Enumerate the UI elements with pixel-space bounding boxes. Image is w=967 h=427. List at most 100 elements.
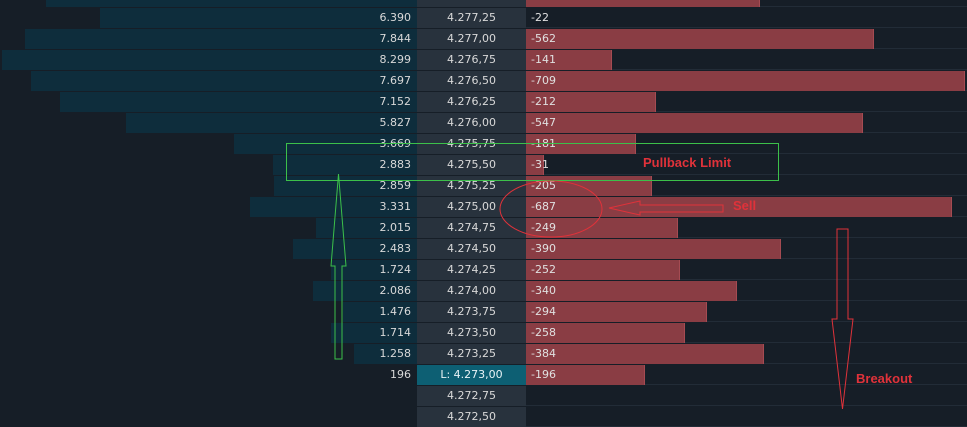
volume-cell[interactable]: 1.258 bbox=[0, 344, 417, 364]
ladder-row[interactable]: 1.476 4.273,75 -294 bbox=[0, 302, 967, 322]
delta-cell[interactable] bbox=[526, 0, 967, 7]
price-cell[interactable]: 4.275,75 bbox=[417, 134, 526, 154]
ladder-row[interactable]: 2.483 4.274,50 -390 bbox=[0, 239, 967, 259]
delta-cell[interactable]: -252 bbox=[526, 260, 967, 280]
volume-cell[interactable]: 1.476 bbox=[0, 302, 417, 322]
volume-cell[interactable]: 2.086 bbox=[0, 281, 417, 301]
delta-cell[interactable]: -340 bbox=[526, 281, 967, 301]
price-cell[interactable]: 4.277,25 bbox=[417, 8, 526, 28]
ladder-row[interactable]: 2.086 4.274,00 -340 bbox=[0, 281, 967, 301]
delta-cell[interactable]: -547 bbox=[526, 113, 967, 133]
volume-cell[interactable]: 3.331 bbox=[0, 197, 417, 217]
volume-cell[interactable]: 5.827 bbox=[0, 113, 417, 133]
last-price-cell[interactable]: L: 4.273,00 bbox=[417, 365, 526, 385]
volume-cell[interactable]: 7.844 bbox=[0, 29, 417, 49]
sell-label: Sell bbox=[733, 198, 757, 213]
delta-cell[interactable]: -196 bbox=[526, 365, 967, 385]
delta-bar bbox=[526, 323, 685, 343]
delta-cell[interactable]: -258 bbox=[526, 323, 967, 343]
ladder-row[interactable]: 1.258 4.273,25 -384 bbox=[0, 344, 967, 364]
delta-cell[interactable]: -31 bbox=[526, 155, 967, 175]
volume-cell[interactable] bbox=[0, 407, 417, 427]
delta-cell[interactable]: -141 bbox=[526, 50, 967, 70]
price-cell[interactable]: 4.275,00 bbox=[417, 197, 526, 217]
delta-bar bbox=[526, 113, 863, 133]
delta-cell[interactable]: -205 bbox=[526, 176, 967, 196]
volume-cell[interactable]: 8.299 bbox=[0, 50, 417, 70]
volume-cell[interactable]: 6.390 bbox=[0, 8, 417, 28]
volume-cell[interactable]: 2.859 bbox=[0, 176, 417, 196]
delta-cell[interactable]: -384 bbox=[526, 344, 967, 364]
volume-cell[interactable]: 2.015 bbox=[0, 218, 417, 238]
ladder-row[interactable]: 2.859 4.275,25 -205 bbox=[0, 176, 967, 196]
ladder-row[interactable]: 8.299 4.276,75 -141 bbox=[0, 50, 967, 70]
volume-value: 7.844 bbox=[379, 32, 412, 45]
ladder-row[interactable]: 7.697 4.276,50 -709 bbox=[0, 71, 967, 91]
volume-cell[interactable]: 1.724 bbox=[0, 260, 417, 280]
price-cell[interactable]: 4.276,75 bbox=[417, 50, 526, 70]
delta-cell[interactable]: -181 bbox=[526, 134, 967, 154]
ladder-row[interactable]: 5.827 4.276,00 -547 bbox=[0, 113, 967, 133]
delta-value: -252 bbox=[531, 263, 556, 276]
ladder-row[interactable]: 1.724 4.274,25 -252 bbox=[0, 260, 967, 280]
delta-bar bbox=[526, 260, 680, 280]
delta-cell[interactable]: -249 bbox=[526, 218, 967, 238]
ladder-row[interactable]: 3.331 4.275,00 -687 bbox=[0, 197, 967, 217]
volume-bar bbox=[126, 113, 417, 133]
ladder-row[interactable]: 7.844 4.277,00 -562 bbox=[0, 29, 967, 49]
price-cell[interactable]: 4.274,75 bbox=[417, 218, 526, 238]
price-cell[interactable]: 4.273,25 bbox=[417, 344, 526, 364]
ladder-row[interactable]: 7.152 4.276,25 -212 bbox=[0, 92, 967, 112]
price-cell[interactable]: 4.273,75 bbox=[417, 302, 526, 322]
price-cell[interactable]: 4.275,50 bbox=[417, 155, 526, 175]
delta-cell[interactable]: -22 bbox=[526, 8, 967, 28]
ladder-row[interactable]: 196 L: 4.273,00 -196 bbox=[0, 365, 967, 385]
delta-bar bbox=[526, 281, 737, 301]
delta-cell[interactable] bbox=[526, 386, 967, 406]
price-cell[interactable]: 4.276,00 bbox=[417, 113, 526, 133]
delta-cell[interactable]: -562 bbox=[526, 29, 967, 49]
volume-cell[interactable] bbox=[0, 0, 417, 7]
price-cell[interactable]: 4.273,50 bbox=[417, 323, 526, 343]
ladder-row[interactable]: 6.390 4.277,25 -22 bbox=[0, 8, 967, 28]
delta-cell[interactable]: -294 bbox=[526, 302, 967, 322]
delta-value: -31 bbox=[531, 158, 549, 171]
delta-cell[interactable] bbox=[526, 407, 967, 427]
ladder-row[interactable]: 3.669 4.275,75 -181 bbox=[0, 134, 967, 154]
volume-cell[interactable]: 1.714 bbox=[0, 323, 417, 343]
price-cell[interactable] bbox=[417, 0, 526, 7]
price-cell[interactable]: 4.275,25 bbox=[417, 176, 526, 196]
price-cell[interactable]: 4.276,50 bbox=[417, 71, 526, 91]
volume-value: 1.476 bbox=[379, 305, 412, 318]
price-cell[interactable]: 4.274,25 bbox=[417, 260, 526, 280]
delta-value: -294 bbox=[531, 305, 556, 318]
volume-cell[interactable]: 7.152 bbox=[0, 92, 417, 112]
volume-cell[interactable]: 3.669 bbox=[0, 134, 417, 154]
delta-cell[interactable]: -390 bbox=[526, 239, 967, 259]
price-cell[interactable]: 4.277,00 bbox=[417, 29, 526, 49]
volume-cell[interactable]: 196 bbox=[0, 365, 417, 385]
ladder-row[interactable]: 4.272,75 bbox=[0, 386, 967, 406]
price-cell[interactable]: 4.272,75 bbox=[417, 386, 526, 406]
delta-cell[interactable]: -709 bbox=[526, 71, 967, 91]
volume-cell[interactable] bbox=[0, 386, 417, 406]
ladder-row[interactable]: 4.272,50 bbox=[0, 407, 967, 427]
volume-cell[interactable]: 7.697 bbox=[0, 71, 417, 91]
price-cell[interactable]: 4.274,00 bbox=[417, 281, 526, 301]
delta-cell[interactable]: -212 bbox=[526, 92, 967, 112]
volume-value: 1.714 bbox=[379, 326, 412, 339]
ladder-row[interactable]: 2.883 4.275,50 -31 bbox=[0, 155, 967, 175]
price-cell[interactable]: 4.274,50 bbox=[417, 239, 526, 259]
price-cell[interactable]: 4.276,25 bbox=[417, 92, 526, 112]
volume-value: 6.390 bbox=[379, 11, 412, 24]
delta-value: -141 bbox=[531, 53, 556, 66]
ladder-row[interactable]: 1.714 4.273,50 -258 bbox=[0, 323, 967, 343]
volume-bar bbox=[331, 323, 417, 343]
price-cell[interactable]: 4.272,50 bbox=[417, 407, 526, 427]
volume-cell[interactable]: 2.883 bbox=[0, 155, 417, 175]
ladder-row[interactable]: 2.015 4.274,75 -249 bbox=[0, 218, 967, 238]
volume-bar bbox=[25, 29, 417, 49]
ladder-row[interactable] bbox=[0, 0, 967, 7]
volume-cell[interactable]: 2.483 bbox=[0, 239, 417, 259]
pullback-limit-label: Pullback Limit bbox=[643, 155, 732, 170]
